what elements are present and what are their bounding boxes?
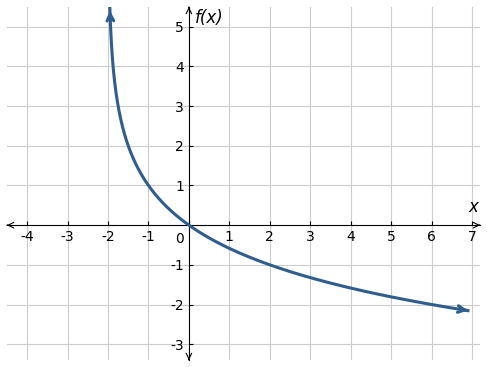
Text: f(x): f(x) <box>195 9 224 27</box>
Text: x: x <box>468 199 478 217</box>
Text: 0: 0 <box>175 232 184 246</box>
